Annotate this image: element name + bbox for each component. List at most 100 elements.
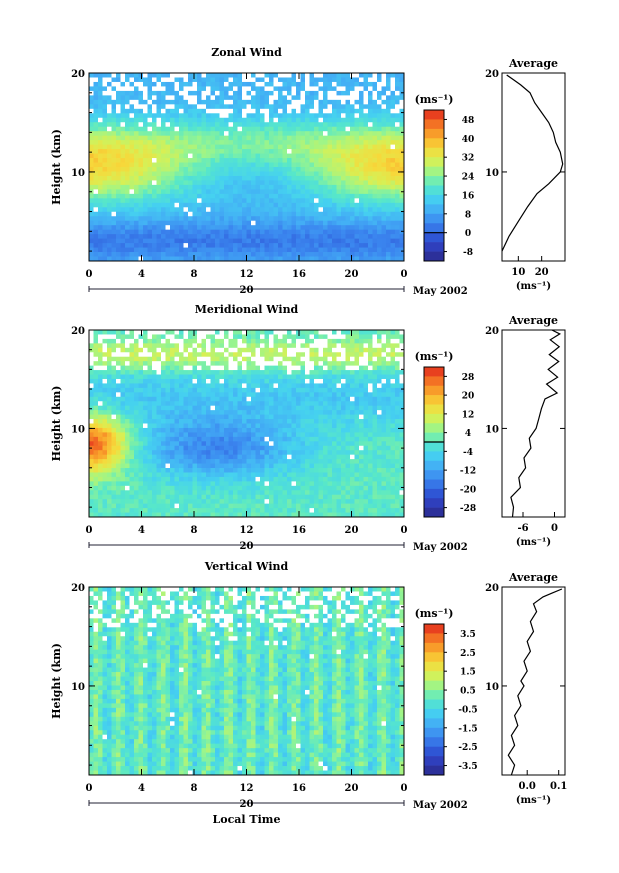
heatmap-cell [381, 104, 387, 110]
heatmap-cell [318, 247, 324, 253]
heatmap-cell [125, 73, 130, 78]
heatmap-cell [143, 256, 148, 262]
heatmap-cell [93, 410, 99, 415]
heatmap-cell [107, 220, 112, 226]
heatmap-cell [282, 414, 288, 420]
heatmap-cell [111, 99, 117, 105]
heatmap-cell [188, 338, 193, 344]
heatmap-cell [134, 189, 139, 195]
heatmap-cell [125, 198, 130, 204]
heatmap-cell [305, 86, 310, 92]
heatmap-cell [161, 468, 166, 473]
heatmap-cell [273, 175, 279, 181]
heatmap-cell [219, 77, 225, 83]
heatmap-cell [197, 73, 202, 78]
heatmap-cell [251, 189, 256, 195]
heatmap-cell [120, 445, 126, 451]
heatmap-cell [165, 90, 171, 96]
heatmap-cell [152, 99, 157, 105]
heatmap-cell [318, 198, 324, 204]
heatmap-cell [246, 122, 252, 128]
heatmap-cell [345, 104, 351, 110]
heatmap-cell [363, 122, 369, 128]
heatmap-cell [228, 140, 234, 146]
heatmap-cell [273, 378, 279, 384]
heatmap-cell [192, 198, 198, 204]
heatmap-cell [273, 485, 279, 491]
heatmap-cell [318, 73, 324, 78]
heatmap-cell [147, 450, 153, 456]
heatmap-cell [183, 229, 189, 235]
heatmap-cell [363, 135, 369, 141]
heatmap-cell [98, 485, 103, 491]
heatmap-cell [377, 167, 382, 172]
heatmap-cell [282, 410, 288, 415]
heatmap-cell [206, 220, 211, 226]
heatmap-cell [246, 476, 252, 482]
heatmap-cell [291, 450, 297, 456]
heatmap-cell [210, 81, 216, 87]
heatmap-cell [179, 481, 184, 487]
heatmap-cell [372, 243, 378, 248]
heatmap-cell [93, 401, 99, 407]
heatmap-cell [134, 419, 139, 424]
heatmap-cell [237, 229, 243, 235]
heatmap-cell [93, 445, 99, 451]
heatmap-cell [318, 108, 324, 114]
heatmap-cell [192, 499, 198, 505]
heatmap-cell [233, 108, 238, 114]
heatmap-cell [183, 144, 189, 150]
heatmap-cell [233, 330, 238, 335]
heatmap-cell [174, 73, 180, 78]
heatmap-cell [93, 131, 99, 137]
heatmap-cell [255, 499, 261, 505]
heatmap-cell [161, 459, 166, 464]
heatmap-cell [399, 162, 405, 168]
heatmap-cell [129, 445, 135, 451]
heatmap-cell [174, 472, 180, 478]
heatmap-cell [192, 135, 198, 141]
heatmap-cell [210, 370, 216, 375]
heatmap-cell [341, 117, 346, 123]
heatmap-cell [251, 330, 256, 335]
heatmap-cell [120, 211, 126, 217]
heatmap-cell [125, 171, 130, 177]
heatmap-cell [219, 252, 225, 257]
heatmap-cell [138, 338, 144, 344]
heatmap-cell [341, 162, 346, 168]
heatmap-cell [89, 108, 94, 114]
heatmap-cell [98, 171, 103, 177]
heatmap-cell [377, 180, 382, 186]
heatmap-cell [269, 378, 274, 384]
heatmap-cell [116, 167, 121, 172]
heatmap-cell [107, 490, 112, 496]
heatmap-cell [327, 256, 333, 262]
heatmap-cell [390, 131, 396, 137]
heatmap-cell [260, 468, 265, 473]
heatmap-cell [246, 90, 252, 96]
heatmap-cell [264, 387, 270, 393]
heatmap-cell [98, 512, 103, 518]
heatmap-cell [237, 338, 243, 344]
heatmap-cell [116, 334, 121, 340]
heatmap-cell [170, 171, 175, 177]
heatmap-cell [179, 485, 184, 491]
heatmap-cell [188, 512, 193, 518]
heatmap-cell [138, 81, 144, 87]
heatmap-cell [273, 90, 279, 96]
heatmap-cell [188, 352, 193, 358]
heatmap-cell [273, 238, 279, 244]
heatmap-cell [215, 135, 220, 141]
heatmap-cell [264, 167, 270, 172]
heatmap-cell [237, 202, 243, 208]
heatmap-cell [125, 432, 130, 438]
heatmap-cell [246, 423, 252, 429]
heatmap-cell [246, 441, 252, 447]
heatmap-cell [134, 104, 139, 110]
heatmap-cell [233, 135, 238, 141]
heatmap-cell [215, 104, 220, 110]
heatmap-cell [224, 162, 229, 168]
heatmap-cell [134, 427, 139, 433]
heatmap-cell [107, 131, 112, 137]
heatmap-cell [296, 234, 301, 240]
